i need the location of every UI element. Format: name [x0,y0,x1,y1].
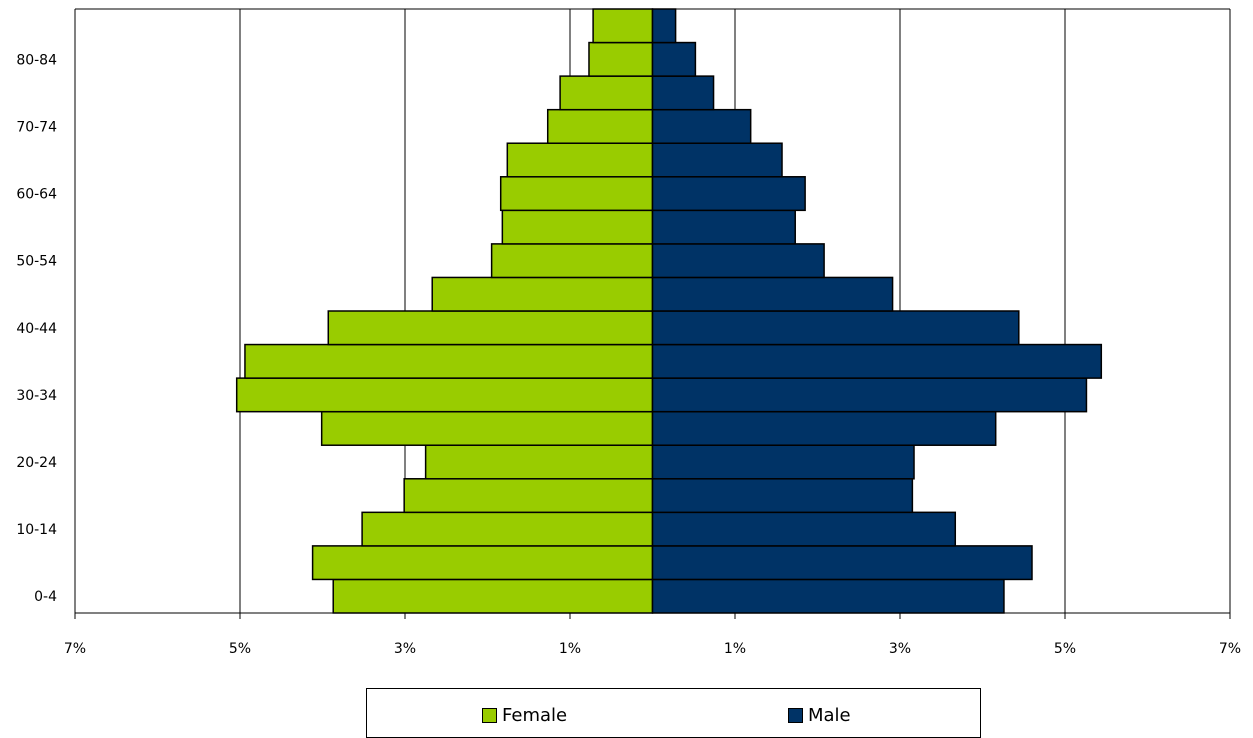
x-tick-label: 5% [229,641,251,657]
bar-male-60-64 [651,176,806,212]
bar-male-50-54 [651,243,825,279]
legend-item-male: Male [788,705,851,726]
bar-male-20-24 [651,444,915,480]
x-tick-label: 7% [1219,641,1241,657]
bar-female-35-39 [244,343,654,379]
x-axis-tick-labels: 7% 5% 3% 1% 1% 3% 5% 7% [64,641,1241,657]
bar-female-40-44 [327,310,654,346]
bar-male-75-79 [651,75,715,111]
x-tick-label: 7% [64,641,86,657]
bar-male-5-9 [651,545,1033,581]
male-series [651,8,1103,614]
x-tick-label: 1% [559,641,581,657]
bar-female-10-14 [361,511,654,547]
x-tick-label: 5% [1054,641,1076,657]
bar-male-35-39 [651,343,1103,379]
y-tick-label: 30-34 [16,388,57,404]
bar-female-20-24 [424,444,654,480]
bar-male-80-84 [651,41,697,77]
bar-male-30-34 [651,377,1088,413]
legend-swatch-male [788,708,803,723]
bar-female-25-29 [320,410,654,446]
bar-male-25-29 [651,410,997,446]
population-pyramid-chart: 0-4 10-14 20-24 30-34 40-44 50-54 60-64 70-74 80… [16,8,1241,657]
axes [74,9,1231,619]
bar-male-55-59 [651,209,796,245]
female-series [235,8,654,614]
bar-male-15-19 [651,478,914,514]
bar-female-55-59 [501,209,654,245]
y-tick-label: 40-44 [16,321,57,337]
bar-female-50-54 [490,243,654,279]
bar-male-85+ [651,8,677,44]
bar-female-0-4 [332,578,654,614]
y-tick-label: 80-84 [16,52,57,68]
y-tick-label: 0-4 [34,589,57,605]
legend: Female Male [366,688,981,738]
x-tick-label: 3% [889,641,911,657]
legend-label-male: Male [808,705,851,726]
bar-male-0-4 [651,578,1005,614]
bar-male-45-49 [651,276,894,312]
legend-label-female: Female [502,705,568,726]
bar-female-85+ [592,8,654,44]
bar-female-5-9 [311,545,654,581]
bar-female-30-34 [235,377,654,413]
bar-female-70-74 [546,108,654,144]
bar-female-45-49 [431,276,654,312]
bar-male-70-74 [651,108,752,144]
bar-male-40-44 [651,310,1020,346]
legend-swatch-female [482,708,497,723]
y-tick-label: 10-14 [16,522,57,538]
bar-female-15-19 [403,478,654,514]
bar-female-75-79 [559,75,654,111]
bar-female-60-64 [499,176,654,212]
y-tick-label: 60-64 [16,187,57,203]
y-axis-tick-labels: 0-4 10-14 20-24 30-34 40-44 50-54 60-64 70-74 80… [16,52,57,605]
y-tick-label: 70-74 [16,119,57,135]
x-tick-label: 1% [724,641,746,657]
bar-male-65-69 [651,142,783,178]
bar-female-65-69 [506,142,654,178]
y-tick-label: 50-54 [16,254,57,270]
x-tick-label: 3% [394,641,416,657]
bar-female-80-84 [588,41,654,77]
legend-item-female: Female [482,705,567,726]
bar-male-10-14 [651,511,957,547]
y-tick-label: 20-24 [16,455,57,471]
